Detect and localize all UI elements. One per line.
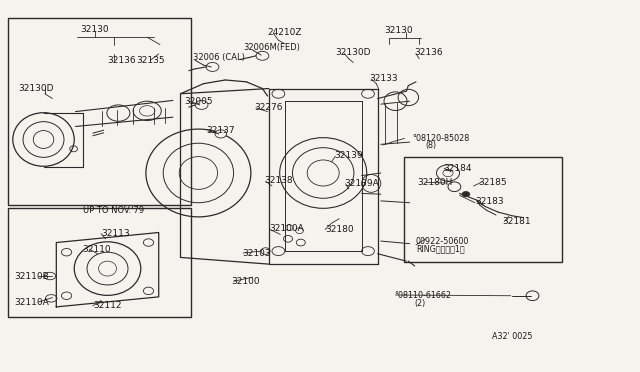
Text: 00922-50600: 00922-50600 <box>416 237 469 246</box>
Text: 32100A: 32100A <box>269 224 303 233</box>
Text: 32103: 32103 <box>242 249 271 258</box>
Text: 32138: 32138 <box>264 176 293 185</box>
Text: 32130D: 32130D <box>18 84 53 93</box>
Text: 32180: 32180 <box>325 225 354 234</box>
Text: 32181: 32181 <box>502 217 531 226</box>
Text: 32110A: 32110A <box>14 298 49 307</box>
Text: 24210Z: 24210Z <box>268 28 302 37</box>
Bar <box>404 157 562 262</box>
Text: 32139: 32139 <box>334 151 363 160</box>
Text: 32112: 32112 <box>93 301 122 310</box>
Text: 32006 (CAL): 32006 (CAL) <box>193 53 245 62</box>
Ellipse shape <box>296 239 305 246</box>
Ellipse shape <box>215 130 227 138</box>
Ellipse shape <box>206 62 219 71</box>
Ellipse shape <box>45 295 57 302</box>
Text: 32005: 32005 <box>184 97 213 106</box>
Text: 32130: 32130 <box>81 25 109 34</box>
Text: 32136: 32136 <box>108 56 136 65</box>
Text: 32133: 32133 <box>369 74 398 83</box>
Text: 32137: 32137 <box>207 126 236 135</box>
Text: 32139A: 32139A <box>344 179 379 187</box>
Text: °08110-61662: °08110-61662 <box>394 291 451 300</box>
Text: 32183: 32183 <box>475 197 504 206</box>
Text: 32130: 32130 <box>384 26 413 35</box>
Text: 32110: 32110 <box>82 245 111 254</box>
Bar <box>8 208 191 317</box>
Text: 32100: 32100 <box>232 278 260 286</box>
Ellipse shape <box>284 235 292 242</box>
Text: 32136: 32136 <box>415 48 444 57</box>
Text: (2): (2) <box>415 299 426 308</box>
Text: 32110B: 32110B <box>14 272 49 280</box>
Text: RINGリング（1）: RINGリング（1） <box>416 245 465 254</box>
Text: 32180H: 32180H <box>417 178 452 187</box>
Text: 32184: 32184 <box>443 164 472 173</box>
Ellipse shape <box>13 113 74 166</box>
Text: 32130D: 32130D <box>335 48 371 57</box>
Text: (8): (8) <box>426 141 436 150</box>
Text: 32006M(FED): 32006M(FED) <box>243 43 300 52</box>
Text: UP TO NOV.'79: UP TO NOV.'79 <box>83 206 145 215</box>
Ellipse shape <box>256 51 269 60</box>
Text: 32185: 32185 <box>479 178 508 187</box>
Bar <box>8 18 191 205</box>
Ellipse shape <box>44 272 56 280</box>
Ellipse shape <box>462 192 470 197</box>
Text: °08120-85028: °08120-85028 <box>412 134 469 143</box>
Ellipse shape <box>195 100 208 109</box>
Text: A32' 0025: A32' 0025 <box>492 332 532 341</box>
Text: 32113: 32113 <box>101 229 130 238</box>
Text: 32276: 32276 <box>255 103 284 112</box>
Text: 32135: 32135 <box>136 56 165 65</box>
Ellipse shape <box>261 248 270 254</box>
